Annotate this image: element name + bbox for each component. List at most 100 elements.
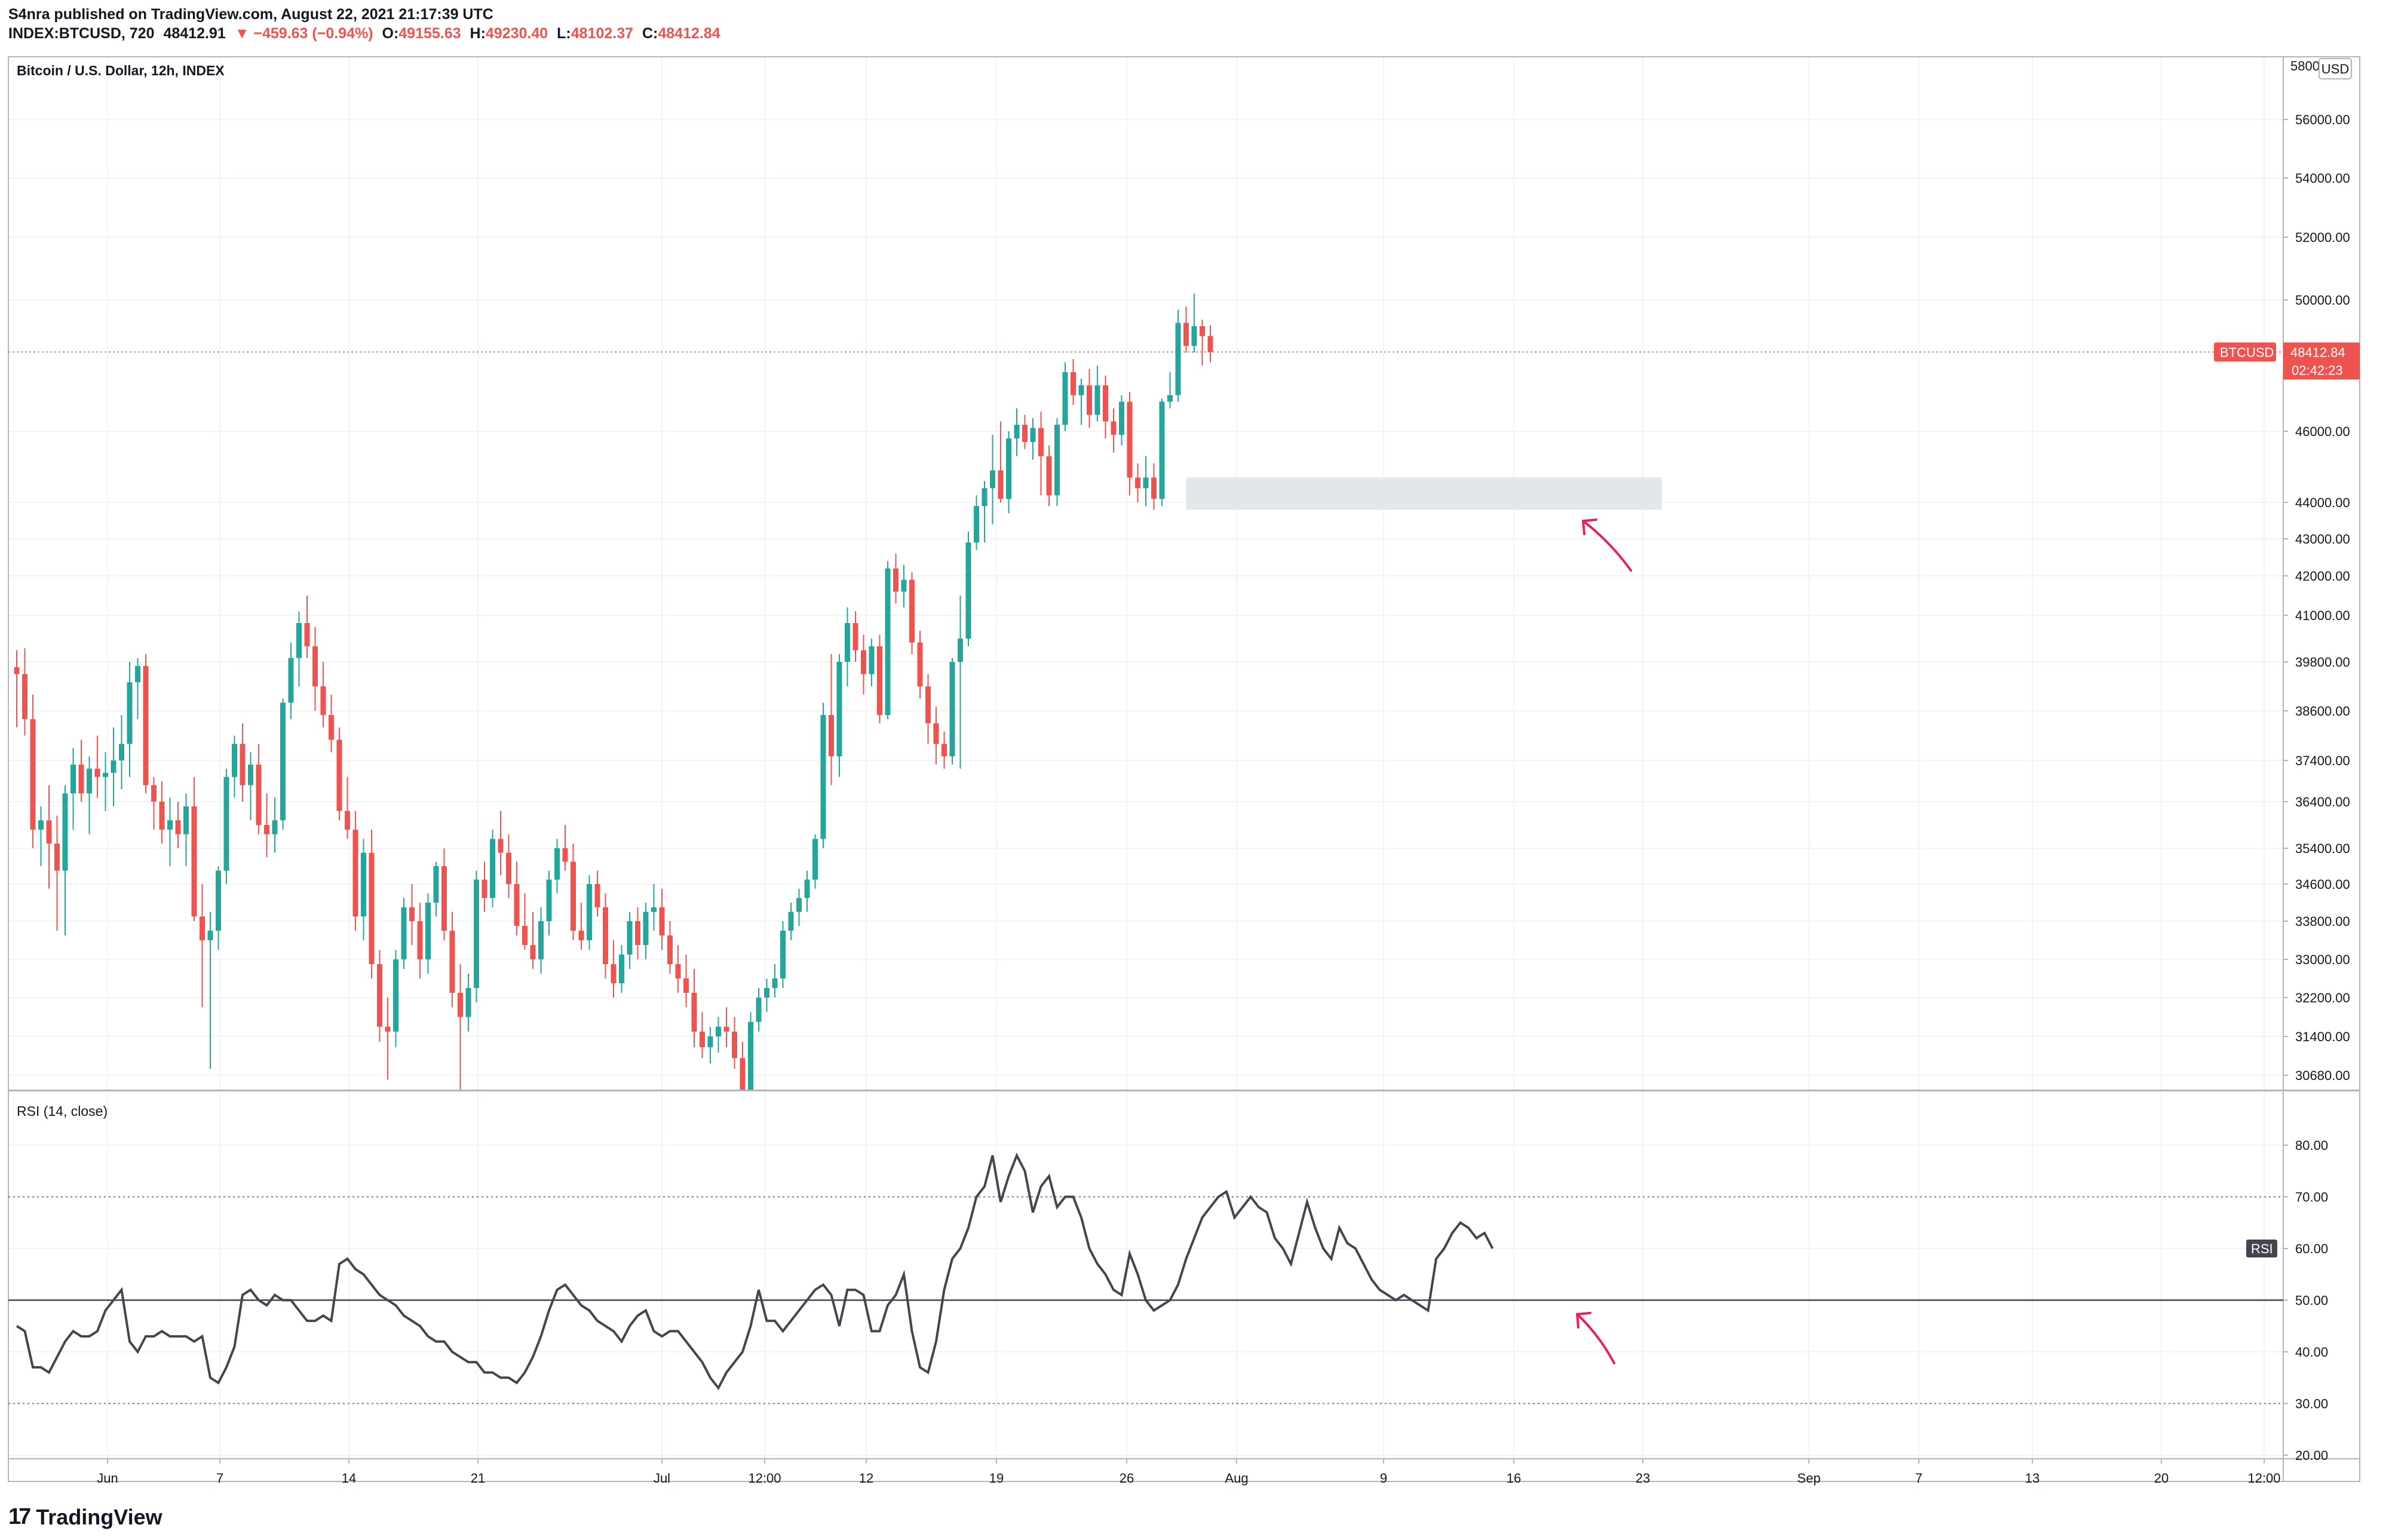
candle-body — [756, 998, 762, 1022]
candle-body — [264, 825, 269, 835]
candle — [1143, 456, 1149, 507]
candle-body — [425, 903, 431, 959]
candle — [14, 650, 20, 728]
candle — [667, 921, 673, 974]
candle — [1167, 372, 1173, 409]
symbol-ohlc-line: INDEX:BTCUSD, 720 48412.91 ▼ −459.63 (−0… — [8, 25, 720, 42]
candle — [62, 785, 68, 935]
candle-body — [1111, 421, 1117, 435]
candle-body — [1054, 425, 1060, 496]
candle — [216, 866, 221, 950]
candle — [498, 811, 504, 875]
candle — [627, 912, 633, 969]
candle-body — [990, 470, 995, 489]
annotations — [1576, 519, 1632, 1364]
candle — [877, 634, 882, 723]
candle — [683, 955, 689, 1008]
candle-body — [836, 662, 842, 757]
candle-body — [974, 506, 979, 543]
candle — [546, 870, 552, 935]
candle — [135, 658, 140, 719]
candle — [256, 744, 262, 835]
candle-body — [716, 1026, 721, 1036]
time-axis-label: 7 — [216, 1471, 223, 1486]
rsi-axis-label: 60.00 — [2295, 1241, 2328, 1256]
candle-body — [312, 646, 318, 686]
candle — [449, 912, 455, 1008]
candle-body — [1006, 438, 1011, 499]
candle — [982, 481, 987, 543]
price-axis-label: 37400.00 — [2295, 753, 2350, 768]
candle-body — [1127, 401, 1133, 478]
rsi-axis-label: 40.00 — [2295, 1345, 2328, 1360]
candle — [352, 811, 358, 931]
candle — [506, 834, 511, 898]
candle — [974, 495, 979, 550]
candle-body — [522, 926, 528, 945]
candle — [1183, 306, 1189, 352]
candle — [191, 777, 197, 921]
candle-body — [135, 665, 140, 683]
candle — [1094, 366, 1100, 422]
candle — [143, 654, 149, 794]
candle-body — [1062, 372, 1068, 425]
support-zone[interactable] — [1186, 477, 1663, 510]
candle-body — [1151, 477, 1157, 499]
candle-body — [723, 1026, 729, 1032]
candle — [998, 421, 1004, 502]
price-axis[interactable]: 56000.00 54000.00 52000.00 50000.00 46000.00… — [2283, 112, 2350, 1083]
candle-body — [635, 921, 640, 945]
candle — [175, 802, 181, 848]
candle-body — [667, 935, 673, 964]
candle-body — [441, 866, 447, 931]
candle-body — [87, 768, 92, 794]
candle — [1022, 415, 1028, 449]
tradingview-logo[interactable]: 17 TradingView — [8, 1504, 162, 1530]
candle — [812, 834, 818, 889]
candle-body — [1087, 385, 1092, 415]
annotation-arrow-head — [1582, 519, 1597, 535]
currency-badge[interactable] — [2318, 58, 2352, 79]
published-line: S4nra published on TradingView.com, Augu… — [8, 6, 493, 23]
candle-body — [119, 744, 124, 760]
candle-body — [248, 764, 253, 786]
candle — [716, 1017, 721, 1053]
rsi-pane-frame — [8, 1090, 2360, 1482]
candle — [1054, 418, 1060, 507]
time-axis[interactable]: Jun 7 14 21 Jul 12:00 12 19 26 Aug 9 16 23 Sep 7 13 20 12… — [97, 1459, 2281, 1486]
candle-body — [1143, 477, 1149, 489]
candle-body — [998, 470, 1004, 499]
candle-body — [1071, 372, 1076, 395]
candle-body — [14, 667, 20, 674]
candle-body — [304, 623, 310, 646]
rsi-tag-bg — [2246, 1240, 2277, 1257]
candle — [700, 1012, 705, 1059]
candle — [707, 1026, 713, 1064]
candle-body — [1014, 425, 1020, 438]
rsi-axis-label: 30.00 — [2295, 1397, 2328, 1412]
candle-body — [1046, 456, 1052, 496]
candle — [1207, 325, 1213, 363]
candle — [901, 565, 907, 608]
candle-body — [329, 714, 334, 740]
candle-body — [1183, 323, 1189, 346]
candle-body — [458, 993, 463, 1017]
candle — [522, 893, 528, 950]
time-axis-label: 23 — [1636, 1471, 1650, 1486]
candle-body — [804, 879, 810, 898]
rsi-axis[interactable]: 80.00 70.00 60.00 50.00 40.00 30.00 20.00 — [2283, 1138, 2328, 1463]
candle-body — [409, 907, 415, 921]
candle-body — [594, 884, 600, 907]
candle — [70, 748, 76, 830]
candle — [740, 1042, 746, 1090]
candle-body — [377, 964, 382, 1027]
candle — [796, 888, 802, 926]
candle — [1038, 412, 1044, 496]
close-label: C: — [642, 25, 658, 42]
candle-body — [683, 978, 689, 993]
candle-body — [748, 1021, 753, 1090]
candle-body — [933, 723, 939, 744]
candle — [571, 843, 576, 940]
annotation-arrow-shaft — [1576, 1313, 1615, 1364]
